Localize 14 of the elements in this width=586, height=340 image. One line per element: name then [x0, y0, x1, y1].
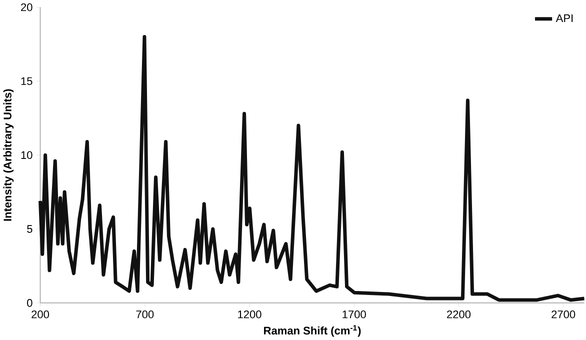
y-tick-label: 0 [27, 299, 32, 307]
x-tick-label: 2700 [552, 310, 576, 318]
y-tick-label: 5 [27, 225, 32, 233]
y-axis-title: Intensity (Arbitrary Units) [3, 89, 14, 221]
x-tick-label: 700 [136, 310, 154, 318]
x-axis-title: Raman Shift (cm$^{-1}$) [264, 325, 361, 337]
legend-label: API [556, 14, 573, 22]
y-tick-label: 20 [21, 3, 32, 12]
x-tick-label: 1700 [342, 310, 366, 318]
x-tick-label: 1200 [238, 310, 262, 318]
y-tick-label: 15 [21, 77, 32, 85]
x-tick-label: 2200 [447, 310, 471, 318]
y-tick-label: 10 [21, 151, 32, 159]
x-tick-label: 200 [32, 310, 50, 318]
